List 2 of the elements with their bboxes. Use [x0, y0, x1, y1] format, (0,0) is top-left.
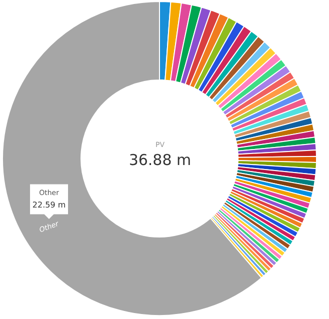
- data-label: 22.59 m: [32, 200, 66, 210]
- text: 36.88 m: [128, 151, 192, 169]
